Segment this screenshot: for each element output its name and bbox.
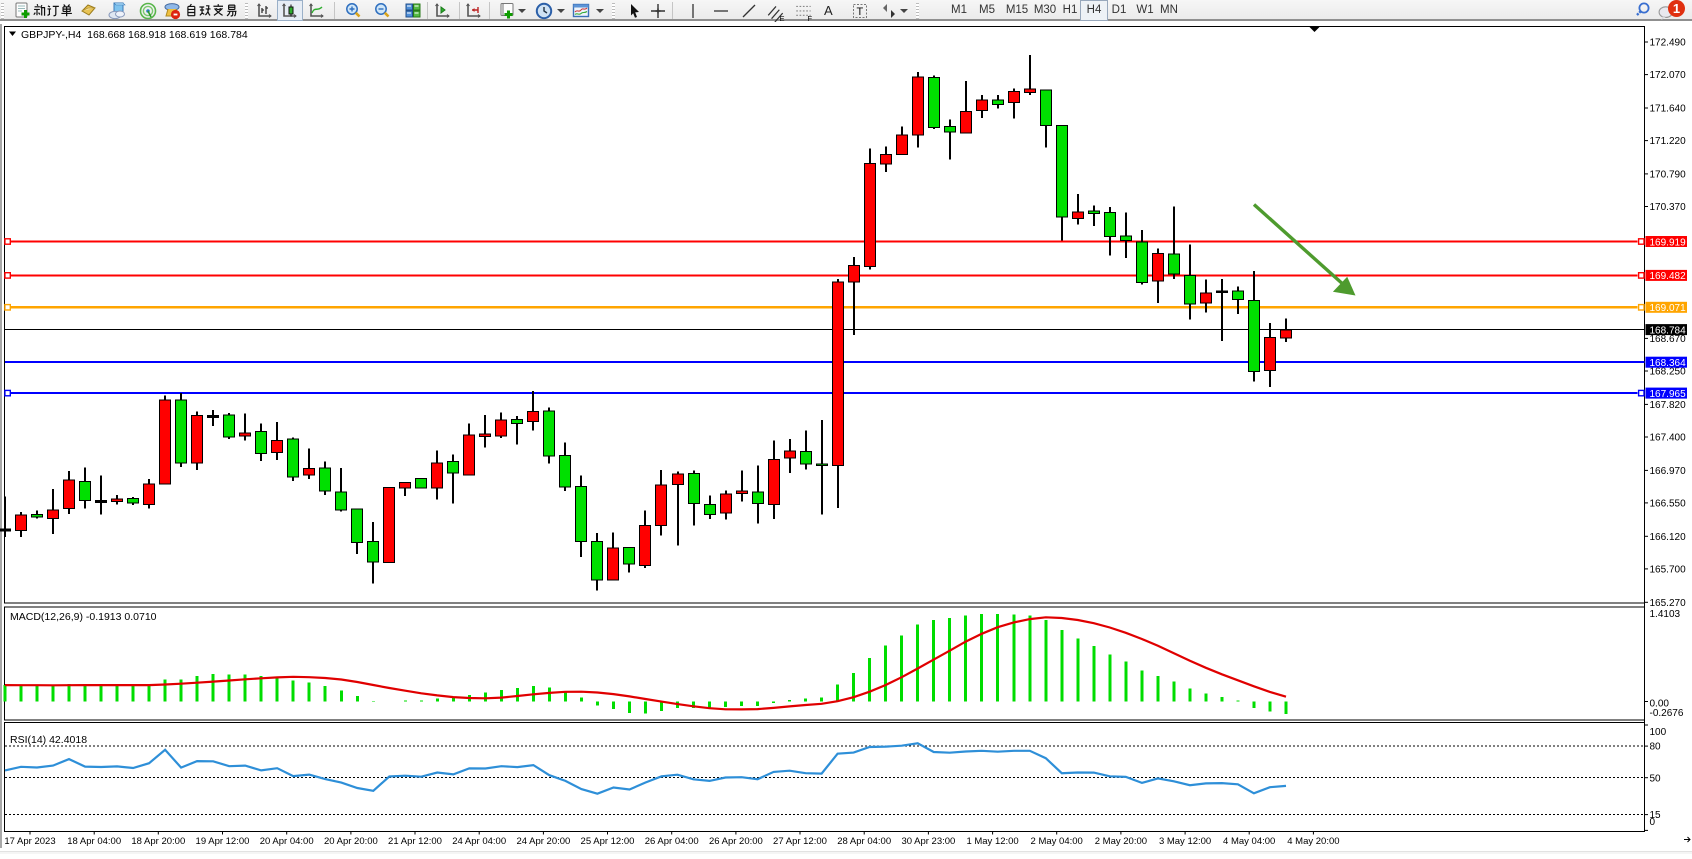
svg-text:19 Apr 12:00: 19 Apr 12:00	[196, 836, 250, 847]
svg-text:171.220: 171.220	[1650, 136, 1687, 147]
svg-text:21 Apr 12:00: 21 Apr 12:00	[388, 836, 442, 847]
svg-text:15: 15	[1650, 810, 1662, 821]
svg-text:17 Apr 2023: 17 Apr 2023	[4, 836, 55, 847]
svg-text:170.790: 170.790	[1650, 170, 1687, 181]
svg-text:168.250: 168.250	[1650, 367, 1687, 378]
svg-text:80: 80	[1650, 742, 1662, 753]
svg-text:168.784: 168.784	[1650, 325, 1687, 336]
svg-text:25 Apr 12:00: 25 Apr 12:00	[581, 836, 635, 847]
svg-text:1 May 12:00: 1 May 12:00	[966, 836, 1018, 847]
svg-text:T: T	[857, 6, 864, 18]
svg-text:MACD(12,26,9) -0.1913 0.0710: MACD(12,26,9) -0.1913 0.0710	[10, 611, 157, 623]
svg-text:167.400: 167.400	[1650, 433, 1687, 444]
svg-text:165.270: 165.270	[1650, 598, 1687, 609]
svg-text:0: 0	[1650, 817, 1656, 828]
svg-text:100: 100	[1650, 727, 1667, 738]
svg-text:170.370: 170.370	[1650, 202, 1687, 213]
svg-text:166.550: 166.550	[1650, 499, 1687, 510]
svg-text:2 May 04:00: 2 May 04:00	[1031, 836, 1083, 847]
svg-text:4 May 04:00: 4 May 04:00	[1223, 836, 1275, 847]
svg-text:RSI(14) 42.4018: RSI(14) 42.4018	[10, 734, 87, 746]
svg-text:0.00: 0.00	[1650, 699, 1670, 710]
svg-text:172.490: 172.490	[1650, 38, 1687, 49]
svg-text:24 Apr 04:00: 24 Apr 04:00	[452, 836, 506, 847]
svg-text:169.482: 169.482	[1650, 271, 1687, 282]
svg-text:168.364: 168.364	[1650, 358, 1687, 369]
svg-text:F: F	[807, 14, 812, 22]
svg-text:20 Apr 04:00: 20 Apr 04:00	[260, 836, 314, 847]
svg-text:4 May 20:00: 4 May 20:00	[1287, 836, 1339, 847]
svg-text:167.965: 167.965	[1650, 389, 1687, 400]
svg-text:50: 50	[1650, 773, 1662, 784]
svg-text:26 Apr 04:00: 26 Apr 04:00	[645, 836, 699, 847]
svg-text:-0.2676: -0.2676	[1650, 708, 1684, 719]
svg-text:1.4103: 1.4103	[1650, 609, 1681, 620]
svg-text:E: E	[779, 14, 784, 22]
svg-text:169.919: 169.919	[1650, 237, 1687, 248]
svg-text:169.071: 169.071	[1650, 303, 1687, 314]
svg-text:24 Apr 20:00: 24 Apr 20:00	[516, 836, 570, 847]
svg-text:27 Apr 12:00: 27 Apr 12:00	[773, 836, 827, 847]
svg-text:166.970: 166.970	[1650, 466, 1687, 477]
svg-text:168.670: 168.670	[1650, 334, 1687, 345]
svg-text:18 Apr 20:00: 18 Apr 20:00	[131, 836, 185, 847]
svg-text:166.120: 166.120	[1650, 532, 1687, 543]
svg-text:26 Apr 20:00: 26 Apr 20:00	[709, 836, 763, 847]
svg-text:20 Apr 20:00: 20 Apr 20:00	[324, 836, 378, 847]
svg-text:167.820: 167.820	[1650, 400, 1687, 411]
svg-text:165.700: 165.700	[1650, 565, 1687, 576]
svg-text:2 May 20:00: 2 May 20:00	[1095, 836, 1147, 847]
svg-text:28 Apr 04:00: 28 Apr 04:00	[837, 836, 891, 847]
svg-text:3 May 12:00: 3 May 12:00	[1159, 836, 1211, 847]
svg-text:30 Apr 23:00: 30 Apr 23:00	[901, 836, 955, 847]
svg-text:171.640: 171.640	[1650, 104, 1687, 115]
svg-text:18 Apr 04:00: 18 Apr 04:00	[67, 836, 121, 847]
svg-text:172.070: 172.070	[1650, 70, 1687, 81]
svg-text:GBPJPY-,H4 168.668 168.918 16: GBPJPY-,H4 168.668 168.918 168.619 168.7…	[21, 29, 248, 41]
